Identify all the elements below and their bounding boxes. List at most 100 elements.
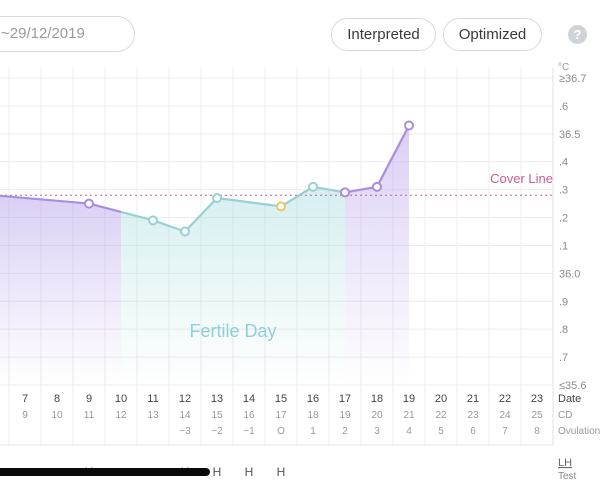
cd-label: 18: [307, 410, 319, 421]
date-label: 23: [531, 393, 543, 405]
ovulation-label: O: [277, 426, 285, 437]
temp-segment: [0, 194, 90, 205]
temperature-point[interactable]: [212, 193, 222, 204]
y-tick-label: ≥36.7: [559, 73, 586, 85]
date-label: 14: [243, 393, 255, 405]
y-tick-label: .8: [559, 324, 568, 336]
home-indicator: [0, 468, 210, 476]
temperature-point[interactable]: [340, 187, 350, 198]
date-label: 8: [54, 393, 60, 405]
ovulation-label: 6: [470, 426, 476, 437]
y-tick-label: 36.5: [559, 129, 580, 141]
temp-segment: [216, 196, 282, 208]
cd-label: 25: [531, 410, 543, 421]
cd-label: 16: [243, 410, 255, 421]
help-icon[interactable]: ?: [568, 25, 587, 44]
y-tick-label: .9: [559, 296, 568, 308]
cd-label: 11: [84, 410, 95, 421]
ovulation-label: 3: [374, 426, 380, 437]
ovulation-label: 7: [502, 426, 508, 437]
ovulation-label: 4: [406, 426, 412, 437]
row-label-date: Date: [558, 393, 581, 405]
cd-label: 21: [403, 410, 415, 421]
date-label: 21: [467, 393, 479, 405]
temperature-point[interactable]: [276, 201, 286, 212]
ovulation-label: 5: [438, 426, 444, 437]
temperature-point[interactable]: [308, 181, 318, 192]
row-label-ovulation: Ovulation: [558, 426, 600, 437]
date-label: 13: [211, 393, 223, 405]
temp-segment: [376, 124, 410, 188]
cd-label: 22: [435, 410, 447, 421]
y-tick-label: ≤35.6: [559, 380, 586, 392]
temp-segment: [152, 219, 186, 233]
temp-segment: [184, 197, 218, 233]
cover-line-group: Cover Line: [0, 171, 553, 196]
date-label: 10: [115, 393, 127, 405]
date-label: 7: [22, 393, 28, 405]
date-label: 15: [275, 393, 287, 405]
cd-label: 12: [115, 410, 127, 421]
date-label: 20: [435, 393, 447, 405]
temp-segment: [312, 185, 346, 194]
ovulation-label: −2: [211, 426, 223, 437]
date-label: 9: [86, 393, 92, 405]
y-tick-label: 36.0: [559, 268, 580, 280]
chart-areas: Fertile Day: [0, 125, 409, 385]
row-label-test: Test: [558, 471, 577, 480]
cd-label: 13: [147, 410, 159, 421]
ovulation-label: −3: [179, 426, 191, 437]
date-label: 17: [339, 393, 351, 405]
y-tick-label: .1: [559, 240, 568, 252]
cd-label: 19: [339, 410, 351, 421]
row-label-cd: CD: [558, 410, 572, 421]
date-range-selector[interactable]: ~29/12/2019: [0, 16, 135, 52]
y-tick-label: .6: [559, 101, 568, 113]
temperature-point[interactable]: [404, 120, 414, 131]
fertile-area: [121, 186, 345, 385]
post-fertile-area: [345, 125, 409, 385]
ovulation-label: 8: [534, 426, 540, 437]
date-label: 16: [307, 393, 319, 405]
cd-label: 23: [467, 410, 479, 421]
cd-label: 20: [371, 410, 383, 421]
temp-segment: [88, 202, 122, 214]
cd-label: 24: [499, 410, 511, 421]
interpreted-button[interactable]: Interpreted: [331, 18, 436, 51]
date-label: 12: [179, 393, 191, 405]
cd-label: 14: [179, 410, 191, 421]
fertile-day-label: Fertile Day: [189, 321, 276, 341]
y-unit-label: °C: [558, 62, 569, 73]
pre-fertile-area: [0, 195, 121, 385]
lh-label: H: [245, 465, 254, 479]
row-label-lh: LH: [558, 457, 572, 469]
lh-label: H: [277, 465, 286, 479]
cd-label: 17: [275, 410, 287, 421]
axis-labels: °C≥36.7 .6 36.5 .4 .3 .2 .1 36.0 .9 .8 .7 ≤35.6 7 9 8 1…: [22, 62, 600, 480]
cd-label: 15: [211, 410, 223, 421]
temperature-point[interactable]: [84, 198, 94, 209]
optimized-button[interactable]: Optimized: [443, 18, 542, 51]
temperature-point[interactable]: [180, 226, 190, 237]
temperature-point[interactable]: [148, 215, 158, 226]
y-tick-label: .4: [559, 157, 568, 169]
date-label: 22: [499, 393, 511, 405]
cover-line-label: Cover Line: [490, 171, 553, 186]
lh-label: H: [213, 465, 222, 479]
temp-segment: [344, 185, 378, 194]
temp-segment: [280, 185, 314, 208]
ovulation-label: −1: [243, 426, 255, 437]
y-tick-label: .7: [559, 352, 568, 364]
y-tick-label: .3: [559, 185, 568, 197]
temperature-lines: [0, 124, 410, 233]
cd-label: 9: [22, 410, 28, 421]
temperature-point[interactable]: [372, 181, 382, 192]
date-label: 18: [371, 393, 383, 405]
date-label: 19: [403, 393, 415, 405]
ovulation-label: 2: [342, 426, 348, 437]
temperature-points[interactable]: [84, 120, 414, 237]
cd-label: 10: [51, 410, 63, 421]
ovulation-label: 1: [310, 426, 316, 437]
temp-segment: [120, 210, 154, 222]
